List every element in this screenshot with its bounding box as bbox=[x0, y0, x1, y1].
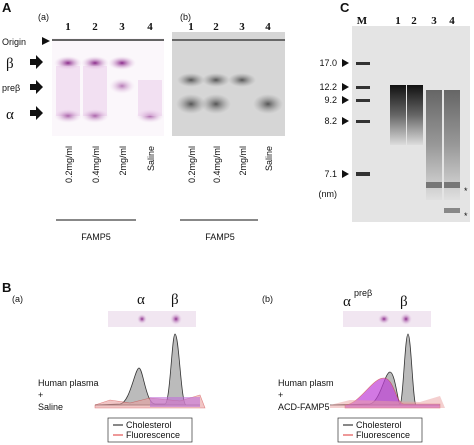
lane-number: 4 bbox=[147, 21, 153, 33]
panel-label: C bbox=[340, 0, 350, 15]
spot bbox=[378, 314, 390, 324]
marker-label: 7.1 bbox=[324, 169, 337, 179]
lane-number: 2 bbox=[411, 15, 417, 27]
plot-label: (b) bbox=[262, 294, 273, 304]
marker-arrows bbox=[342, 59, 349, 178]
sample-label: 0.2mg/ml bbox=[64, 146, 74, 183]
lane-number: 4 bbox=[449, 15, 455, 27]
strip bbox=[108, 311, 196, 327]
plot-label: (a) bbox=[12, 294, 23, 304]
arrows bbox=[30, 55, 43, 120]
bands bbox=[176, 73, 283, 114]
spot bbox=[170, 313, 182, 325]
lane-number: 3 bbox=[119, 21, 125, 33]
peak-label: α bbox=[137, 292, 145, 308]
marker-label: 17.0 bbox=[319, 58, 337, 68]
lane-number: 1 bbox=[395, 15, 401, 27]
unit-label: (nm) bbox=[319, 189, 338, 199]
lane-number: 3 bbox=[431, 15, 437, 27]
peak-label: β bbox=[171, 292, 179, 308]
lane-number: 1 bbox=[65, 21, 71, 33]
legend-label: Fluorescence bbox=[126, 430, 180, 440]
sample-label: 2mg/ml bbox=[238, 146, 248, 176]
fluorescence-fill bbox=[150, 397, 200, 407]
lane-numbers: M 1 2 3 4 bbox=[357, 15, 455, 27]
lane-numbers: 1 2 3 4 bbox=[65, 21, 153, 33]
spot bbox=[400, 313, 412, 325]
sample-label: Human plasma bbox=[38, 378, 99, 388]
marker-label: 8.2 bbox=[324, 116, 337, 126]
sample-label: 2mg/ml bbox=[118, 146, 128, 176]
marker-label: 9.2 bbox=[324, 95, 337, 105]
sample-labels: 0.2mg/ml 0.4mg/ml 2mg/ml Saline bbox=[64, 146, 156, 183]
sample-label: Human plasm bbox=[278, 378, 334, 388]
legend-label: Cholesterol bbox=[126, 420, 172, 430]
lane-number: 4 bbox=[265, 21, 271, 33]
legend bbox=[337, 417, 423, 443]
lane-number: 3 bbox=[239, 21, 245, 33]
band-label: preβ bbox=[2, 83, 20, 93]
sample-label: Saline bbox=[146, 146, 156, 171]
peak-label: β bbox=[400, 294, 408, 310]
group-label: FAMP5 bbox=[205, 232, 235, 242]
fluorescence-fill bbox=[330, 396, 445, 408]
cholesterol-trace bbox=[94, 333, 200, 406]
arrow bbox=[42, 37, 50, 45]
band-label: α bbox=[6, 107, 14, 123]
sample-label: 0.4mg/ml bbox=[212, 146, 222, 183]
band-label: β bbox=[6, 56, 14, 72]
panel-label: B bbox=[2, 280, 11, 295]
peak-label: preβ bbox=[354, 288, 372, 298]
sample-label: 0.2mg/ml bbox=[187, 146, 197, 183]
marker-bands bbox=[356, 62, 370, 176]
sample-label: + bbox=[278, 390, 283, 400]
legend-label: Cholesterol bbox=[356, 420, 402, 430]
asterisk: * bbox=[464, 186, 468, 196]
lane-number: M bbox=[357, 15, 368, 27]
bands bbox=[54, 56, 164, 123]
sample-label: + bbox=[38, 390, 43, 400]
lane-number: 2 bbox=[213, 21, 219, 33]
peak-label: α bbox=[343, 294, 351, 310]
sample-label: Saline bbox=[264, 146, 274, 171]
panel-label: A bbox=[2, 0, 12, 15]
marker-label: 12.2 bbox=[319, 82, 337, 92]
sample-smears bbox=[390, 85, 460, 213]
legend bbox=[107, 417, 193, 443]
asterisk: * bbox=[464, 211, 468, 221]
group-label: FAMP5 bbox=[81, 232, 111, 242]
marker-labels: 17.0 12.2 9.2 8.2 7.1 (nm) bbox=[319, 58, 338, 199]
lane-number: 2 bbox=[92, 21, 98, 33]
lane-number: 1 bbox=[188, 21, 194, 33]
origin-label: Origin bbox=[2, 37, 26, 47]
sample-label: Saline bbox=[38, 402, 63, 412]
sample-label: ACD-FAMP5 bbox=[278, 402, 330, 412]
gel-label: (a) bbox=[38, 12, 49, 22]
gel-label: (b) bbox=[180, 12, 191, 22]
spot bbox=[137, 314, 147, 324]
sample-labels: 0.2mg/ml 0.4mg/ml 2mg/ml Saline bbox=[187, 146, 274, 183]
legend-label: Fluorescence bbox=[356, 430, 410, 440]
sample-label: 0.4mg/ml bbox=[91, 146, 101, 183]
